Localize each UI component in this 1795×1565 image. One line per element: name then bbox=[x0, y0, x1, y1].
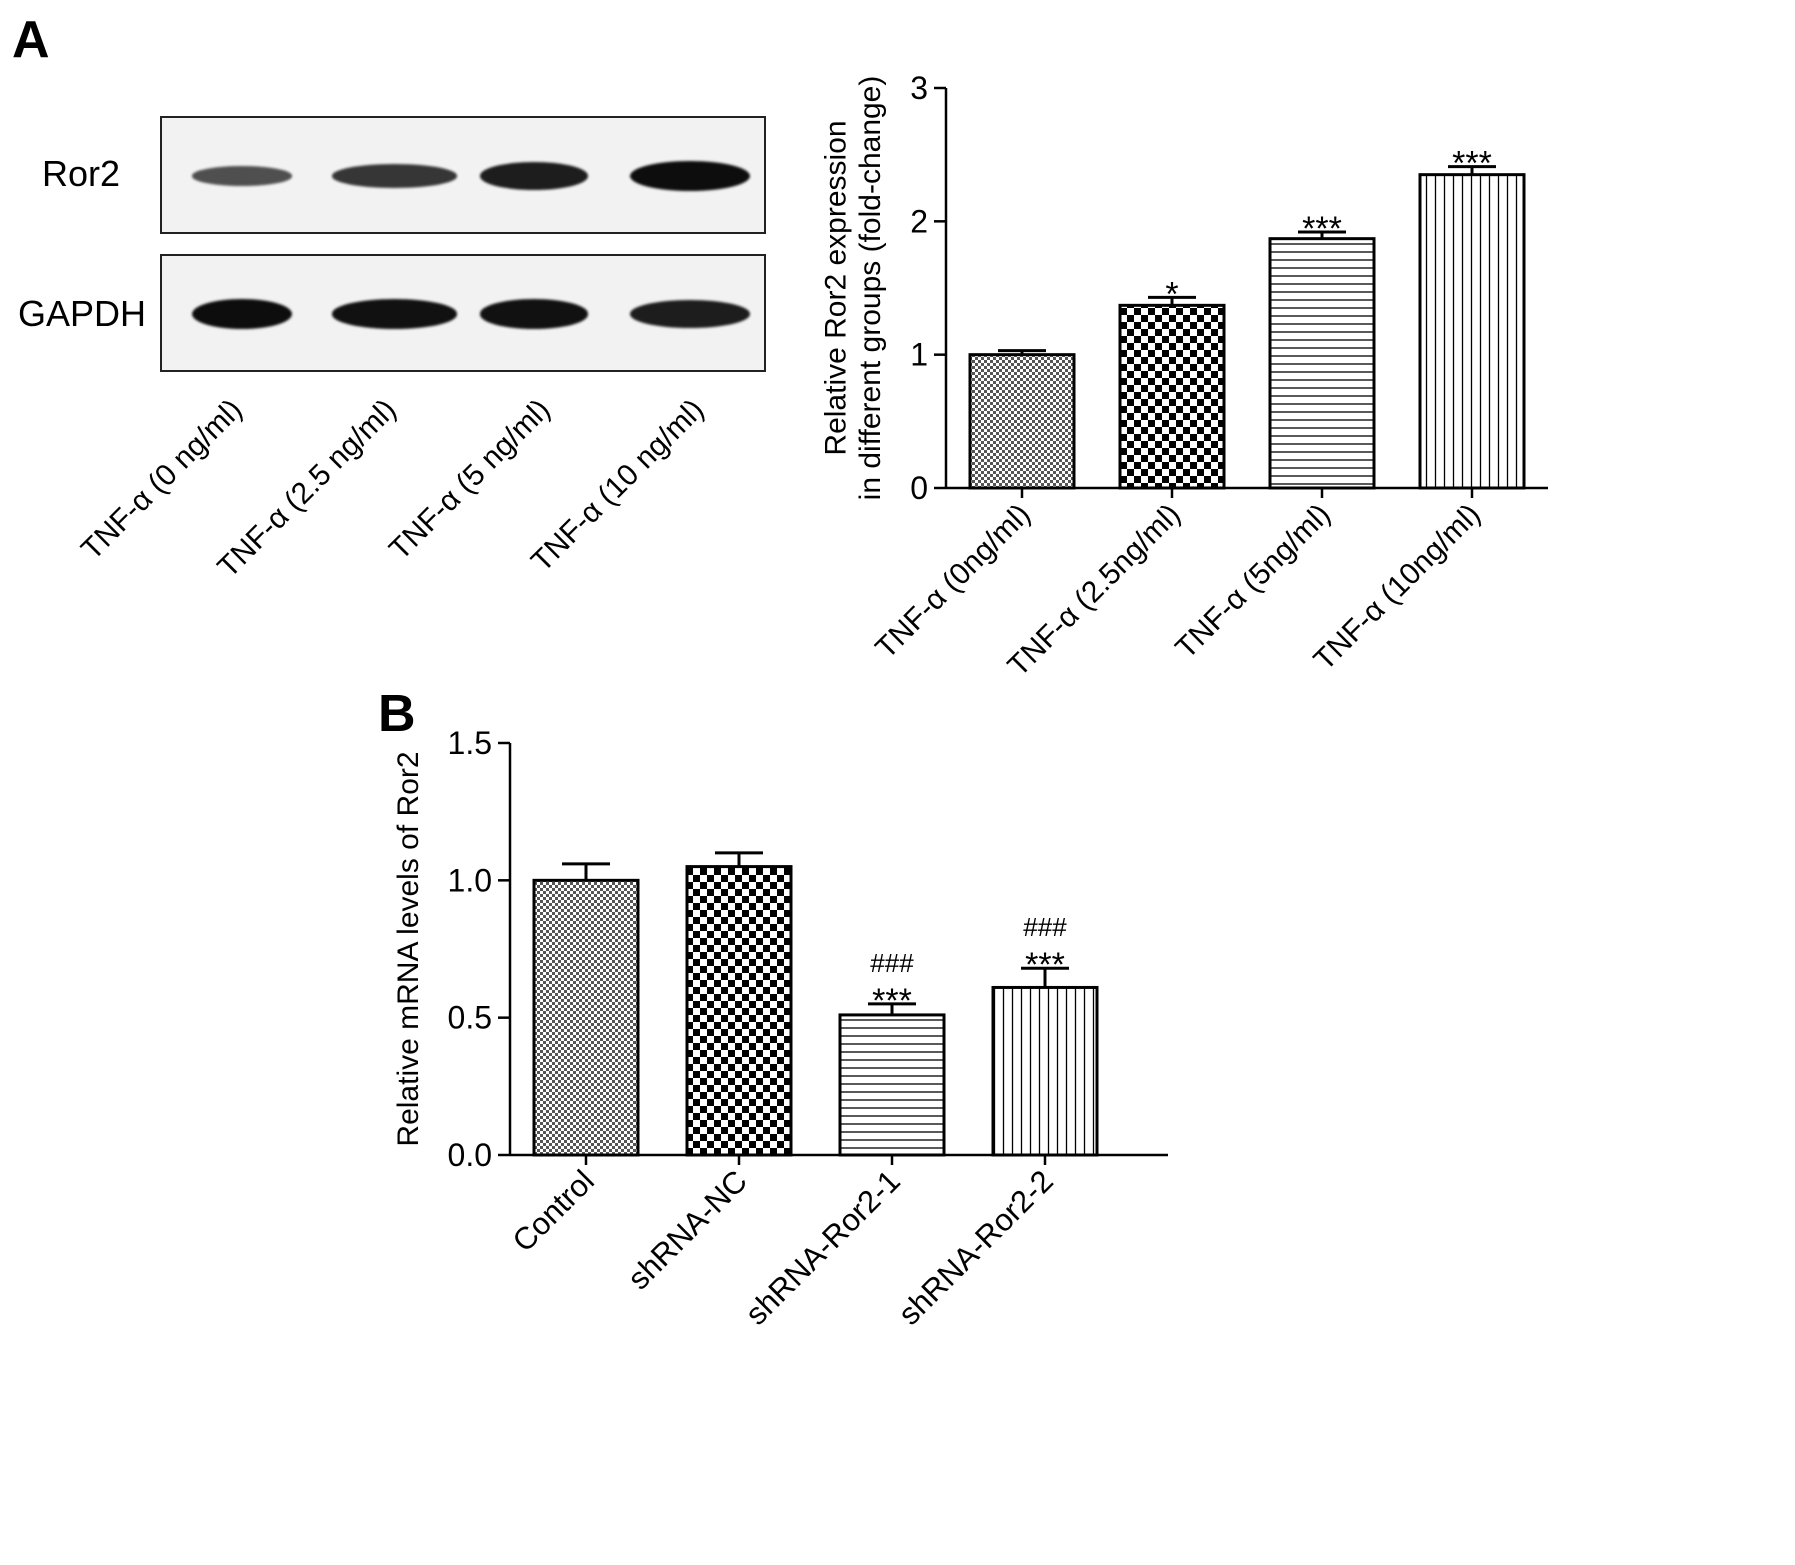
bar bbox=[838, 1013, 946, 1157]
bar bbox=[1268, 237, 1376, 490]
significance-marker: ### bbox=[870, 948, 914, 978]
x-tick-label: TNF-α (0ng/ml) bbox=[869, 498, 1037, 666]
x-tick-label: shRNA-NC bbox=[621, 1163, 754, 1296]
significance-marker: *** bbox=[1302, 210, 1342, 248]
y-tick-label: 0 bbox=[910, 470, 928, 506]
significance-marker: *** bbox=[1025, 946, 1065, 984]
x-tick-label: shRNA-Ror2-2 bbox=[891, 1163, 1059, 1331]
y-tick-label: 3 bbox=[910, 70, 928, 106]
significance-marker: *** bbox=[1452, 145, 1492, 183]
y-tick-label: 0.0 bbox=[448, 1137, 492, 1173]
blot-band bbox=[332, 164, 457, 188]
blot-band bbox=[332, 299, 457, 329]
bar bbox=[991, 985, 1099, 1157]
significance-marker: *** bbox=[872, 982, 912, 1020]
blot-gapdh-strip bbox=[160, 254, 766, 372]
x-tick-label: Control bbox=[506, 1163, 601, 1258]
blot-band bbox=[480, 299, 588, 329]
bar bbox=[1418, 173, 1526, 490]
bar bbox=[968, 353, 1076, 490]
panel-a-label: A bbox=[12, 11, 50, 69]
blot-ror2-strip bbox=[160, 116, 766, 234]
bar bbox=[1118, 303, 1226, 490]
x-tick-label: shRNA-Ror2-1 bbox=[738, 1163, 906, 1331]
x-tick-label: TNF-α (10ng/ml) bbox=[1308, 498, 1487, 677]
y-axis-label: Relative Ror2 expressionin different gro… bbox=[820, 76, 888, 501]
blot-row-label-ror2: Ror2 bbox=[42, 153, 121, 194]
chart-panel-b: 0.0 0.5 1.0 1.5 Relative mRNA levels of Ror2… bbox=[392, 725, 1168, 1332]
blot-band bbox=[192, 166, 292, 186]
y-tick-label: 2 bbox=[910, 203, 928, 239]
blot-band bbox=[192, 299, 292, 329]
blot-row-label-gapdh: GAPDH bbox=[18, 293, 147, 334]
x-tick-label: TNF-α (5ng/ml) bbox=[1169, 498, 1337, 666]
y-tick-label: 1 bbox=[910, 337, 928, 373]
chart-panel-a: 0 1 2 3 Relative Ror2 expressionin different… bbox=[820, 70, 1548, 683]
bar bbox=[532, 878, 640, 1157]
y-tick-label: 1.5 bbox=[448, 725, 492, 761]
y-tick-label: 0.5 bbox=[448, 1000, 492, 1036]
blot-band bbox=[630, 161, 750, 191]
significance-marker: * bbox=[1165, 275, 1178, 313]
bar bbox=[685, 865, 793, 1157]
blot-band bbox=[630, 300, 750, 328]
y-axis-label: Relative mRNA levels of Ror2 bbox=[392, 751, 425, 1146]
blot-band bbox=[480, 162, 588, 190]
significance-marker: ### bbox=[1023, 912, 1067, 942]
y-tick-label: 1.0 bbox=[448, 862, 492, 898]
panel-b-label: B bbox=[378, 685, 416, 743]
